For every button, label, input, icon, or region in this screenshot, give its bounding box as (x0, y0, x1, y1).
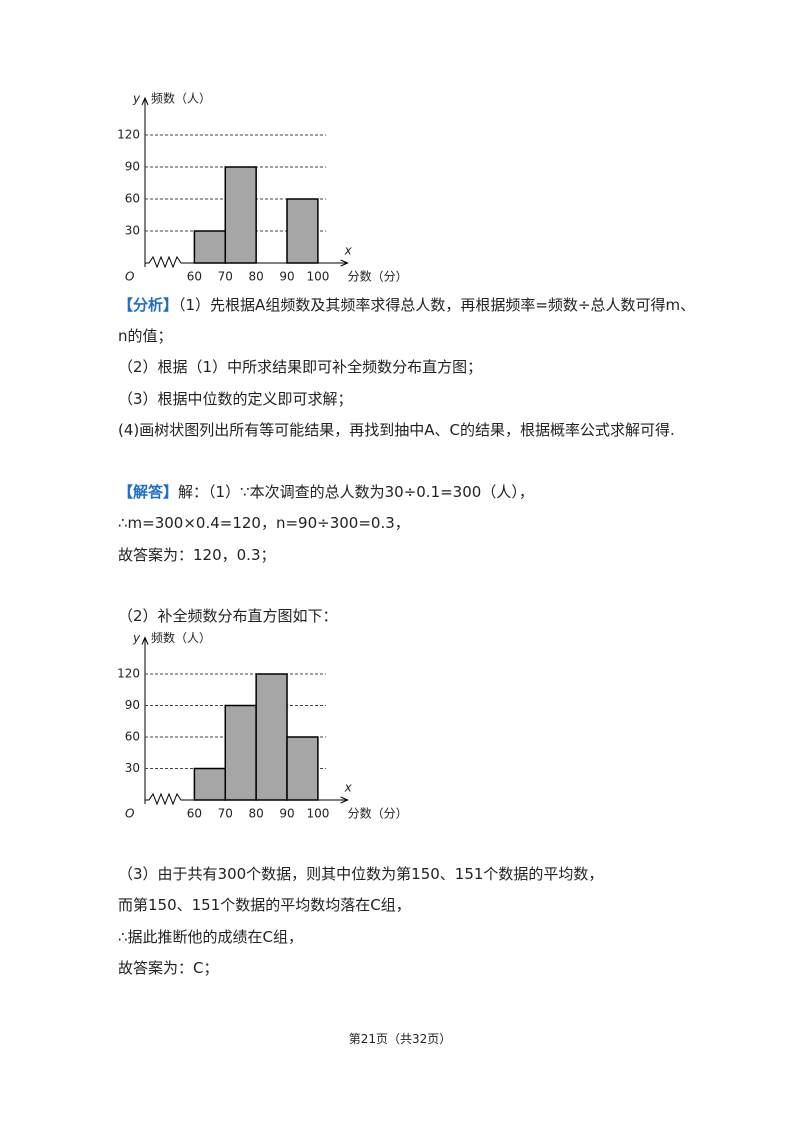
text: （2）补全频数分布直方图如下： (118, 607, 338, 625)
analysis: 【分析】（1）先根据A组频数及其频率求得总人数，再根据频率=频数÷总人数可得m、… (118, 290, 698, 352)
text: ∴据此推断他的成绩在C组， (118, 928, 304, 946)
y-tick-label: 90 (125, 160, 140, 174)
bar (286, 736, 319, 801)
x-tick-label: 90 (279, 270, 294, 284)
x-tick-label: 60 (187, 270, 202, 284)
text: 故答案为：120，0.3； (118, 546, 276, 564)
solution: 【解答】解：（1）∵本次调查的总人数为30÷0.1=300（人）， (118, 477, 698, 508)
text: （1）先根据A组频数及其频率求得总人数，再根据频率=频数÷总人数可得m、n的值； (118, 296, 696, 345)
y-tick-label: 30 (125, 761, 140, 775)
arrow (340, 259, 349, 267)
histogram: y 频数（人） x 分数（分） O 30 60 90 120 60 70 80 90 100 (117, 91, 408, 284)
y-tick-label: 90 (125, 698, 140, 712)
y-tick-label: 60 (125, 192, 140, 206)
text: 故答案为：C； (118, 959, 219, 977)
text: （2）根据（1）中所求结果即可补全频数分布直方图； (118, 358, 483, 376)
text: 而第150、151个数据的平均数均落在C组， (118, 896, 411, 914)
origin-label: O (125, 807, 134, 821)
analysis-label: 【分析】 (118, 296, 179, 314)
x-axis-letter: x (344, 244, 353, 258)
x-tick-label: 80 (249, 270, 264, 284)
y-tick-label: 120 (117, 128, 140, 142)
y-axis-letter: y (132, 631, 141, 645)
y-tick-label: 60 (125, 730, 140, 744)
y-tick-label: 120 (117, 667, 140, 681)
bar (224, 166, 257, 264)
y-axis-label: 频数（人） (151, 91, 211, 106)
text: (4)画树状图列出所有等可能结果，再找到抽中A、C的结果，根据概率公式求解可得. (118, 421, 675, 439)
y-tick-label: 30 (125, 224, 140, 238)
x-tick-label: 70 (218, 270, 233, 284)
x-tick-label: 60 (187, 807, 202, 821)
text: ∴m=300×0.4=120，n=90÷300=0.3， (118, 514, 410, 532)
x-tick-label: 100 (306, 270, 329, 284)
bar (193, 230, 227, 264)
x-tick-label: 100 (306, 807, 329, 821)
text: （3）由于共有300个数据，则其中位数为第150、151个数据的平均数， (118, 865, 604, 883)
origin-label: O (125, 270, 134, 284)
x-tick-label: 70 (218, 807, 233, 821)
bar (255, 673, 288, 801)
arrow (340, 796, 349, 804)
page-number: 第21页（共32页） (348, 1032, 452, 1046)
x-axis-label: 分数（分） (348, 806, 408, 821)
y-axis-letter: y (132, 92, 141, 106)
solution-label: 【解答】 (118, 483, 179, 501)
x-axis (145, 255, 347, 269)
x-axis (145, 792, 347, 806)
bar (286, 198, 319, 264)
x-tick-label: 80 (249, 807, 264, 821)
bar (193, 767, 227, 801)
x-axis-label: 分数（分） (348, 269, 408, 284)
arrow (141, 636, 149, 645)
x-tick-label: 90 (279, 807, 294, 821)
arrow (141, 96, 149, 106)
text: （3）根据中位数的定义即可求解； (118, 390, 353, 408)
bar (224, 704, 257, 801)
text: 解：（1）∵本次调查的总人数为30÷0.1=300（人）， (178, 483, 534, 501)
x-axis-letter: x (344, 781, 353, 795)
histogram: y 频数（人） x 分数（分） O 30 60 90 120 60 70 80 90 100 (117, 630, 408, 821)
y-axis-label: 频数（人） (151, 630, 211, 645)
